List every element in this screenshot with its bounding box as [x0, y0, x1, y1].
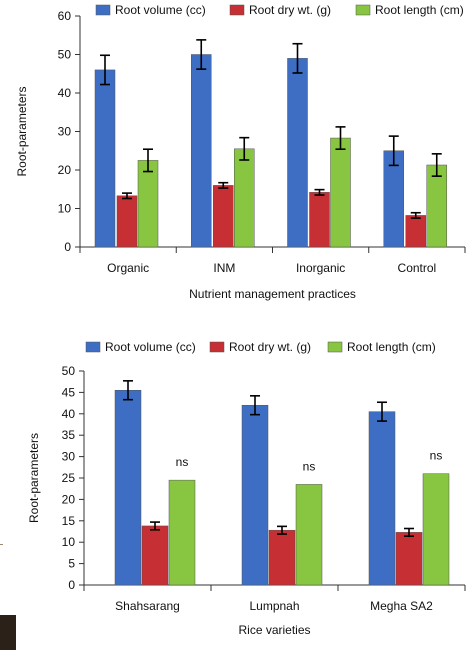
x-tick-label: Inorganic	[296, 261, 345, 275]
y-tick-label: 30	[58, 125, 72, 139]
x-tick-label: Control	[398, 261, 437, 275]
legend-swatch	[229, 4, 245, 16]
y-tick-label: 25	[62, 471, 76, 485]
legend-label: Root volume (cc)	[105, 340, 196, 354]
y-tick-label: 35	[62, 428, 76, 442]
legend-label: Root dry wt. (g)	[249, 3, 331, 17]
annotation-label: ns	[430, 449, 443, 463]
y-tick-label: 45	[62, 385, 76, 399]
bar	[137, 160, 159, 248]
y-tick-label: 50	[58, 48, 72, 62]
bar	[395, 532, 423, 586]
bar	[234, 148, 255, 248]
legend-swatch	[95, 4, 111, 16]
y-tick-label: 40	[62, 407, 76, 421]
legend-label: Root length (cm)	[375, 3, 464, 17]
bar	[287, 58, 308, 248]
y-tick-label: 20	[58, 163, 72, 177]
legend-swatch	[209, 341, 225, 353]
legend-label: Root dry wt. (g)	[229, 340, 311, 354]
corner-thumbnail	[0, 615, 16, 650]
x-tick-label: Megha SA2	[370, 599, 433, 613]
x-axis-title: Rice varieties	[238, 623, 310, 637]
legend-swatch	[85, 341, 101, 353]
x-tick-label: Lumpnah	[249, 599, 299, 613]
bar	[94, 69, 116, 248]
legend-swatch	[355, 4, 371, 16]
bar	[168, 479, 196, 586]
y-tick-label: 0	[64, 240, 71, 254]
bar	[241, 404, 269, 586]
bar	[114, 390, 142, 586]
y-tick-label: 10	[58, 202, 72, 216]
bar	[295, 484, 323, 586]
bar	[368, 411, 396, 586]
x-tick-label: Shahsarang	[115, 599, 180, 613]
y-tick-label: 0	[68, 578, 75, 592]
bar	[426, 164, 447, 248]
bar	[330, 137, 351, 248]
y-tick-label: 5	[68, 557, 75, 571]
chart-1: Root volume (cc) Root dry wt. (g) Root len…	[15, 3, 466, 301]
bar	[141, 525, 169, 586]
left-edge-mark	[0, 544, 3, 545]
bar	[191, 54, 212, 248]
x-axis-title: Nutrient management practices	[189, 287, 356, 301]
legend-swatch	[327, 341, 343, 353]
legend-label: Root volume (cc)	[115, 3, 206, 17]
y-axis-title: Root-parameters	[15, 86, 29, 176]
legend-label: Root length (cm)	[347, 340, 436, 354]
annotation-label: ns	[303, 459, 316, 473]
bar	[405, 215, 426, 248]
bar	[213, 185, 234, 248]
y-tick-label: 60	[58, 9, 72, 23]
bar	[309, 192, 330, 248]
y-tick-label: 50	[62, 364, 76, 378]
x-tick-label: Organic	[107, 261, 149, 275]
y-axis-title: Root-parameters	[27, 433, 41, 523]
bar	[422, 473, 450, 586]
bar	[116, 195, 138, 248]
y-tick-label: 40	[58, 86, 72, 100]
bar	[268, 529, 296, 586]
y-tick-label: 20	[62, 492, 76, 506]
y-tick-label: 10	[62, 535, 76, 549]
y-tick-label: 15	[62, 514, 76, 528]
annotation-label: ns	[176, 455, 189, 469]
chart-2: Root volume (cc) Root dry wt. (g) Root len…	[27, 340, 466, 637]
x-tick-label: INM	[213, 261, 235, 275]
y-tick-label: 30	[62, 450, 76, 464]
